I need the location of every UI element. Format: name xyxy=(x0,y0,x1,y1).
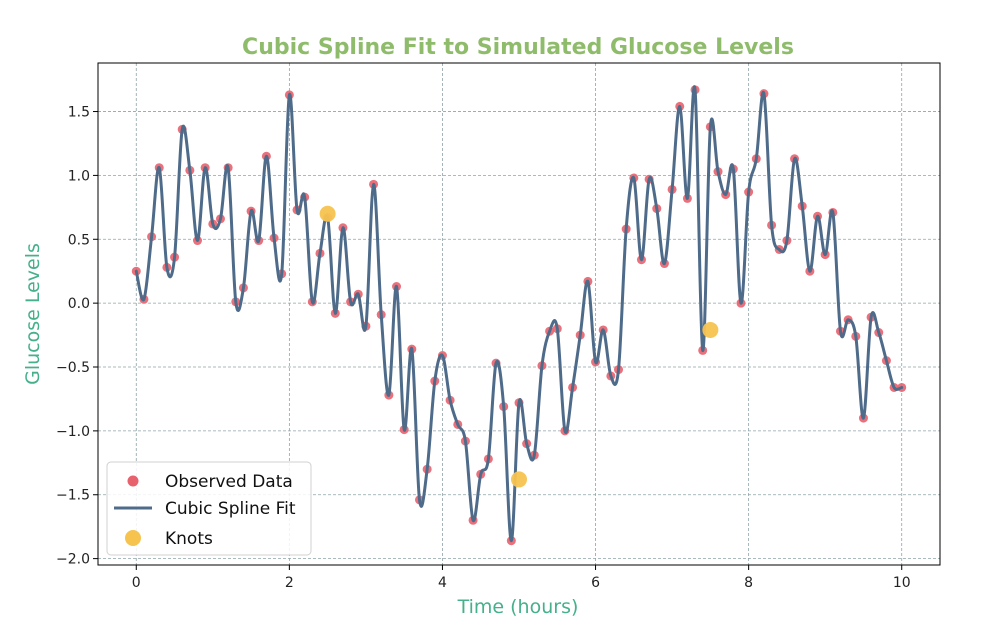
legend-box xyxy=(106,461,312,556)
knot-point xyxy=(319,205,336,222)
x-tick-label: 0 xyxy=(132,575,141,591)
knot-point xyxy=(511,471,527,488)
x-tick-label: 8 xyxy=(744,575,753,591)
x-tick-label: 10 xyxy=(893,575,911,591)
y-tick-label: −1.5 xyxy=(56,488,90,504)
legend-label-spline: Cubic Spline Fit xyxy=(165,499,296,519)
y-tick-label: 1.5 xyxy=(68,105,90,121)
grid xyxy=(98,63,940,565)
legend-label-knots: Knots xyxy=(165,529,213,549)
legend-label-observed: Observed Data xyxy=(165,472,293,492)
y-axis: −2.0 −1.5 −1.0 −0.5 0.0 0.5 1.0 1.5 xyxy=(56,105,98,568)
legend-marker-knots xyxy=(125,530,141,546)
y-tick-label: −1.0 xyxy=(56,424,90,440)
x-tick-label: 4 xyxy=(438,575,447,591)
knots-series xyxy=(319,205,719,488)
x-axis-label: Time (hours) xyxy=(457,596,579,618)
plot-area xyxy=(97,62,941,566)
y-axis-label: Glucose Levels xyxy=(22,243,44,385)
x-tick-label: 6 xyxy=(591,575,600,591)
x-tick-label: 2 xyxy=(285,575,294,591)
y-tick-label: −2.0 xyxy=(56,552,90,568)
y-tick-label: −0.5 xyxy=(56,360,90,376)
y-tick-label: 0.5 xyxy=(68,232,90,248)
legend-marker-observed xyxy=(127,475,139,487)
x-axis: 0 2 4 6 8 10 xyxy=(132,565,911,591)
knot-point xyxy=(702,321,719,338)
legend: Observed Data Cubic Spline Fit Knots xyxy=(106,461,312,556)
y-tick-label: 1.0 xyxy=(68,168,90,184)
cubic-spline-line xyxy=(134,85,904,543)
y-tick-label: 0.0 xyxy=(68,296,90,312)
chart-title: Cubic Spline Fit to Simulated Glucose Le… xyxy=(242,35,794,60)
